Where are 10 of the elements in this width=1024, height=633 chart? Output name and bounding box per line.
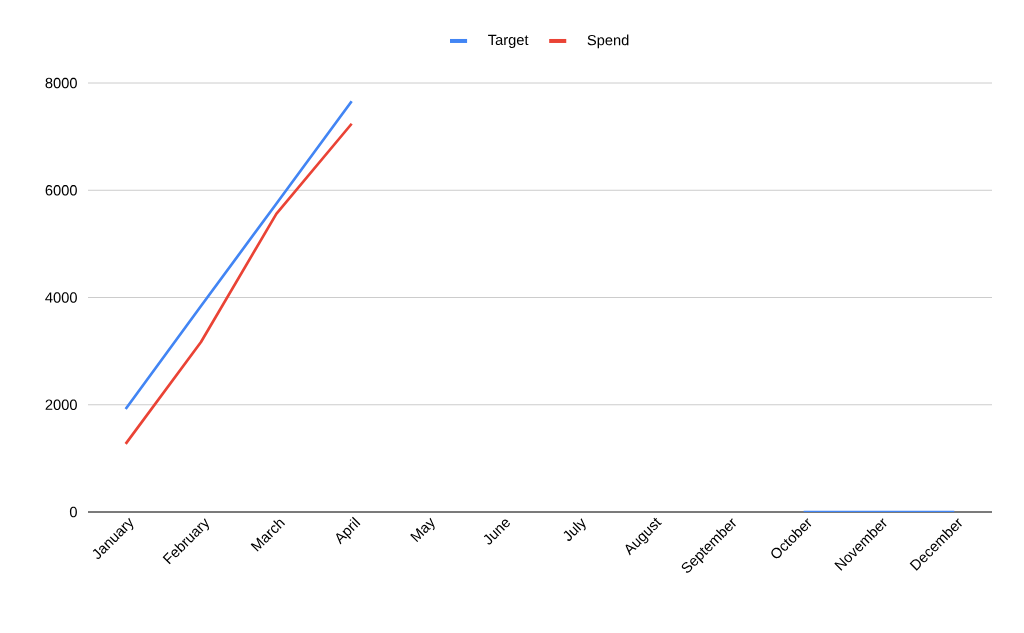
legend-label: Target: [488, 34, 529, 48]
y-tick-label: 0: [69, 506, 77, 518]
x-tick-label: May: [410, 517, 435, 543]
x-tick-label: July: [563, 518, 586, 541]
line-series: [124, 122, 354, 446]
y-tick-label: 2000: [45, 399, 77, 410]
y-tick-label: 8000: [45, 77, 77, 89]
y-tick-label: 4000: [45, 292, 77, 303]
legend-label: Spend: [587, 34, 629, 49]
y-tick-label: 6000: [45, 185, 77, 196]
